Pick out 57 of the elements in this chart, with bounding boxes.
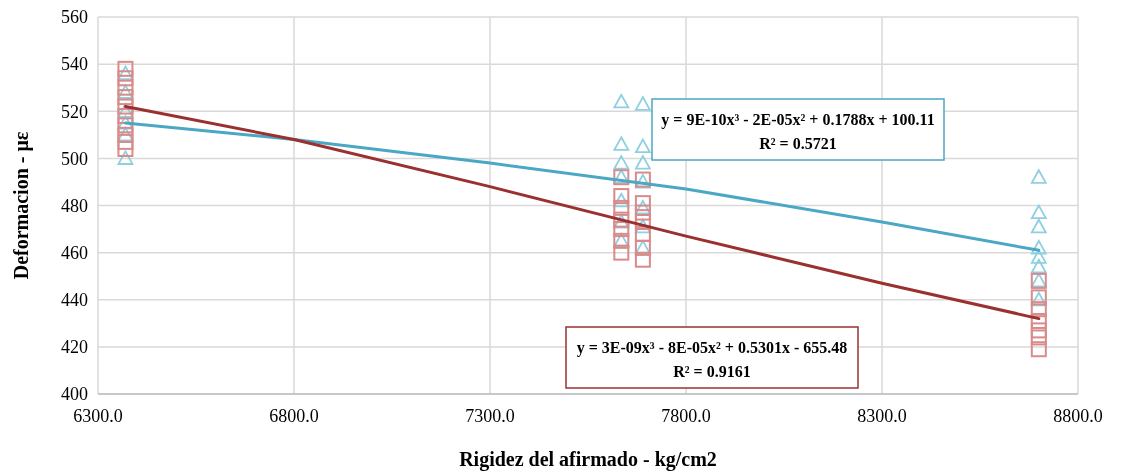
point <box>634 225 651 242</box>
point <box>634 155 651 170</box>
point <box>634 195 651 212</box>
point <box>634 251 651 268</box>
point <box>634 138 651 154</box>
y-tick-label: 400 <box>61 384 88 405</box>
point <box>1030 258 1047 274</box>
point <box>117 65 134 81</box>
point <box>117 98 134 115</box>
y-tick-label: 420 <box>61 337 88 358</box>
point <box>117 89 134 106</box>
annotation: y = 9E-10x³ - 2E-05x² + 0.1788x + 100.11 R² = 0.5721 <box>661 111 935 152</box>
point <box>1030 312 1047 329</box>
point <box>634 96 651 111</box>
x-tick-label: 8800.0 <box>1053 406 1103 426</box>
point <box>613 93 630 109</box>
y-tick-label: 500 <box>61 148 88 169</box>
y-tick-label: 440 <box>61 290 88 311</box>
point <box>634 213 651 230</box>
point <box>613 192 630 208</box>
point <box>1030 204 1047 220</box>
x-tick-label: 6800.0 <box>269 406 319 426</box>
point <box>613 199 630 216</box>
point <box>1030 249 1047 264</box>
point <box>613 136 630 151</box>
point <box>1030 301 1047 318</box>
point <box>117 60 134 77</box>
point <box>117 150 134 165</box>
point <box>1030 218 1047 234</box>
point <box>117 140 134 157</box>
x-tick-label: 7300.0 <box>465 406 515 426</box>
x-tick-label: 6300.0 <box>73 406 123 426</box>
point <box>1030 240 1047 255</box>
point <box>613 221 630 238</box>
point <box>1030 329 1047 346</box>
point <box>634 199 651 215</box>
annotation: y = 3E-09x³ - 8E-05x² + 0.5301x - 655.48 R² = 0.9161 <box>576 339 848 380</box>
y-tick-label: 520 <box>61 101 88 122</box>
point <box>1030 169 1047 184</box>
y-tick-label: 460 <box>61 242 88 263</box>
point <box>634 204 651 221</box>
point <box>613 244 630 261</box>
x-tick-label: 8300.0 <box>857 406 907 426</box>
point <box>117 84 134 99</box>
x-axis-title: Rigidez del afirmado - kg/cm2 <box>459 448 717 471</box>
point <box>117 133 134 150</box>
point <box>613 155 630 170</box>
x-tick-label: 7800.0 <box>661 406 711 426</box>
point <box>117 70 134 87</box>
point <box>117 117 134 134</box>
y-tick-label: 540 <box>61 54 88 75</box>
y-tick-label: 560 <box>61 7 88 28</box>
point <box>117 79 134 96</box>
y-tick-label: 480 <box>61 195 88 216</box>
point <box>1030 341 1047 358</box>
point <box>1030 322 1047 339</box>
y-axis-title: Deformacion - με <box>10 131 33 280</box>
